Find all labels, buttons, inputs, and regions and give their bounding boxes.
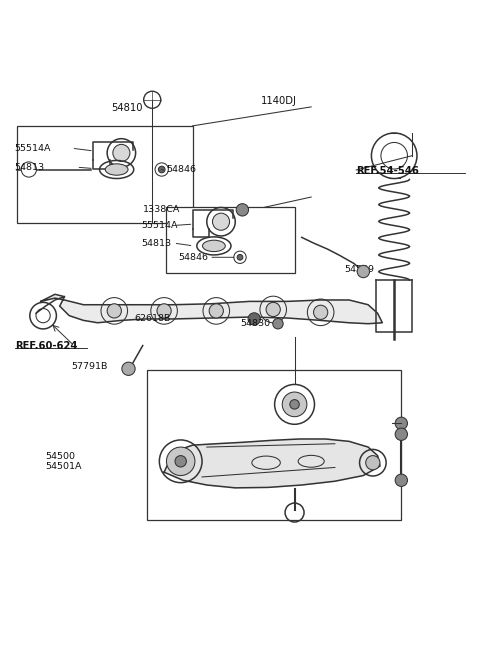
- Circle shape: [158, 166, 165, 173]
- Text: 54530C: 54530C: [201, 509, 238, 518]
- Circle shape: [266, 303, 280, 316]
- FancyBboxPatch shape: [167, 206, 295, 273]
- Circle shape: [357, 265, 370, 278]
- Text: 54846: 54846: [167, 166, 196, 174]
- Circle shape: [175, 456, 186, 467]
- Text: 55514A: 55514A: [141, 221, 178, 230]
- Circle shape: [313, 305, 328, 320]
- Circle shape: [366, 456, 380, 470]
- Text: 54563B: 54563B: [366, 457, 402, 466]
- Text: 55514A: 55514A: [14, 143, 51, 153]
- Circle shape: [107, 304, 121, 318]
- Circle shape: [237, 254, 243, 260]
- Circle shape: [213, 213, 229, 231]
- Text: REF.60-624: REF.60-624: [14, 341, 77, 350]
- Text: 54810: 54810: [111, 103, 143, 113]
- Circle shape: [113, 144, 130, 161]
- FancyBboxPatch shape: [147, 370, 401, 519]
- Circle shape: [236, 204, 249, 216]
- Polygon shape: [41, 294, 383, 324]
- Circle shape: [122, 362, 135, 375]
- Text: 54830: 54830: [240, 319, 270, 328]
- Circle shape: [290, 400, 300, 409]
- Text: 1140DJ: 1140DJ: [261, 96, 297, 106]
- Circle shape: [209, 304, 223, 318]
- Text: 54501A: 54501A: [46, 462, 82, 470]
- Text: 54813: 54813: [14, 162, 45, 172]
- Circle shape: [395, 428, 408, 440]
- Text: 54551D: 54551D: [167, 412, 204, 421]
- Circle shape: [395, 474, 408, 487]
- Text: 54559: 54559: [344, 265, 374, 274]
- Circle shape: [273, 318, 283, 329]
- Text: 54500: 54500: [46, 452, 75, 461]
- Text: 54519: 54519: [261, 457, 291, 466]
- Text: 62618B: 62618B: [135, 314, 171, 324]
- Circle shape: [167, 447, 195, 476]
- Circle shape: [282, 392, 307, 417]
- FancyBboxPatch shape: [17, 126, 192, 223]
- Text: 1326GB: 1326GB: [366, 419, 404, 428]
- Text: 57791B: 57791B: [72, 362, 108, 371]
- Text: 54584A: 54584A: [271, 400, 307, 409]
- Text: REF.54-546: REF.54-546: [356, 166, 419, 176]
- Polygon shape: [164, 439, 380, 488]
- Text: 54813: 54813: [141, 238, 171, 248]
- Text: 1338CA: 1338CA: [144, 205, 180, 214]
- Ellipse shape: [203, 240, 225, 252]
- Circle shape: [248, 313, 261, 325]
- Circle shape: [157, 304, 171, 318]
- Ellipse shape: [105, 164, 128, 175]
- Circle shape: [395, 417, 408, 430]
- Text: 54846: 54846: [179, 253, 208, 262]
